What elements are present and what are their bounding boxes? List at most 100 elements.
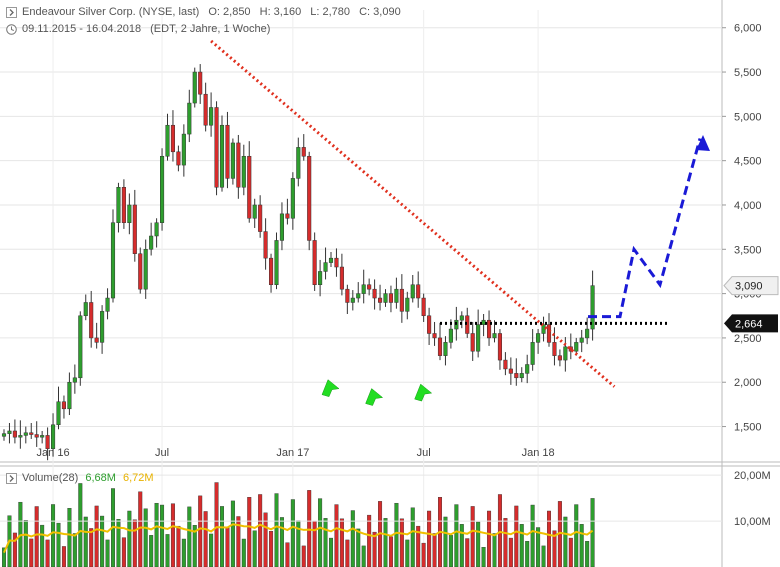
candle-up: [318, 271, 323, 285]
volume-bar: [427, 510, 432, 567]
volume-bar: [241, 538, 246, 567]
candle-down: [263, 231, 268, 259]
candle-down: [203, 93, 208, 126]
volume-bar: [198, 495, 203, 567]
volume-bar: [508, 537, 513, 567]
volume-bar: [323, 518, 328, 567]
volume-bar: [23, 520, 28, 567]
volume-bar: [132, 519, 137, 567]
candle-down: [45, 435, 50, 449]
candle-down: [285, 213, 290, 219]
candle-up: [356, 293, 361, 299]
volume-bar: [514, 505, 519, 567]
candle-up: [187, 102, 192, 135]
volume-bar: [497, 494, 502, 567]
candle-up: [83, 302, 88, 317]
candle-down: [301, 147, 306, 157]
price-tick-label: 5,500: [734, 67, 762, 79]
candle-down: [170, 124, 175, 153]
volume-bar: [214, 482, 219, 567]
candle-up: [127, 204, 132, 223]
candle-up: [350, 297, 355, 303]
candle-up: [383, 293, 388, 303]
volume-bar: [160, 504, 165, 567]
volume-bar: [465, 538, 470, 567]
candle-down: [138, 253, 143, 290]
volume-bar: [481, 547, 486, 567]
volume-bar: [203, 511, 208, 567]
instrument-title: Endeavour Silver Corp. (NYSE, last): [22, 6, 200, 18]
volume-bar: [388, 536, 393, 567]
candle-up: [443, 342, 448, 356]
volume-bar: [252, 530, 257, 567]
candle-up: [519, 373, 524, 379]
volume-moving-average: [3, 523, 594, 554]
price-tags: 3,090 2,664: [723, 276, 779, 333]
volume-bar: [410, 507, 415, 567]
price-tick-label: 6,000: [734, 23, 762, 35]
support-price-tag: [724, 314, 778, 333]
open-value: O: 2,850: [208, 6, 251, 18]
volume-bar: [187, 506, 192, 567]
volume-bar: [454, 504, 459, 567]
candle-up: [563, 346, 568, 361]
volume-bar: [12, 532, 17, 567]
candle-up: [274, 240, 279, 285]
support-price-label: 2,664: [735, 318, 763, 330]
candle-down: [334, 257, 339, 268]
volume-bar: [67, 508, 72, 567]
chevron-right-icon[interactable]: [6, 473, 17, 484]
volume-bar: [269, 530, 274, 567]
candle-down: [29, 432, 34, 435]
volume-bar: [121, 537, 126, 567]
volume-bar: [51, 504, 56, 567]
volume-bar: [236, 516, 241, 567]
volume-bar: [105, 539, 110, 567]
candle-down: [421, 297, 426, 317]
candle-down: [388, 293, 393, 303]
candle-up: [323, 262, 328, 272]
volume-bar: [165, 534, 170, 567]
price-tick-label: 2,500: [734, 333, 762, 345]
volume-bar: [470, 506, 475, 567]
candle-up: [56, 401, 61, 426]
candle-down: [307, 155, 312, 241]
volume-label: Volume(28): [22, 472, 79, 484]
time-tick-label: Jul: [155, 447, 169, 459]
chevron-right-icon[interactable]: [6, 7, 17, 18]
candle-down: [470, 333, 475, 352]
candle-down: [432, 333, 437, 339]
volume-bar: [519, 524, 524, 567]
candle-down: [312, 240, 317, 285]
chart-subheader: 09.11.2015 - 16.04.2018 (EDT, 2 Jahre, 1…: [22, 23, 276, 36]
volume-bar: [339, 518, 344, 567]
candle-down: [487, 319, 492, 339]
volume-bar: [536, 527, 541, 567]
volume-bar: [116, 519, 121, 567]
candle-down: [399, 288, 404, 312]
candle-up: [252, 204, 257, 219]
candle-up: [448, 328, 453, 343]
volume-bar: [487, 510, 492, 567]
price-tick-label: 2,000: [734, 377, 762, 389]
candle-down: [214, 107, 219, 188]
candle-up: [67, 381, 72, 410]
volume-bar: [329, 537, 334, 567]
volume-header: Volume(28) 6,68M 6,72M: [22, 472, 154, 484]
volume-bar: [579, 524, 584, 567]
candle-up: [230, 142, 235, 179]
candle-up: [100, 311, 105, 343]
volume-bar: [541, 545, 546, 567]
candle-up: [105, 297, 110, 312]
volume-bar: [100, 515, 105, 567]
low-value: L: 2,780: [310, 6, 351, 18]
volume-bar: [34, 506, 39, 567]
volume-bar: [503, 518, 508, 567]
volume-bar: [209, 533, 214, 567]
candle-up: [481, 319, 486, 325]
current-price-tag: [723, 276, 779, 296]
candle-down: [378, 297, 383, 303]
candle-down: [497, 333, 502, 361]
volume-bar: [492, 533, 497, 567]
